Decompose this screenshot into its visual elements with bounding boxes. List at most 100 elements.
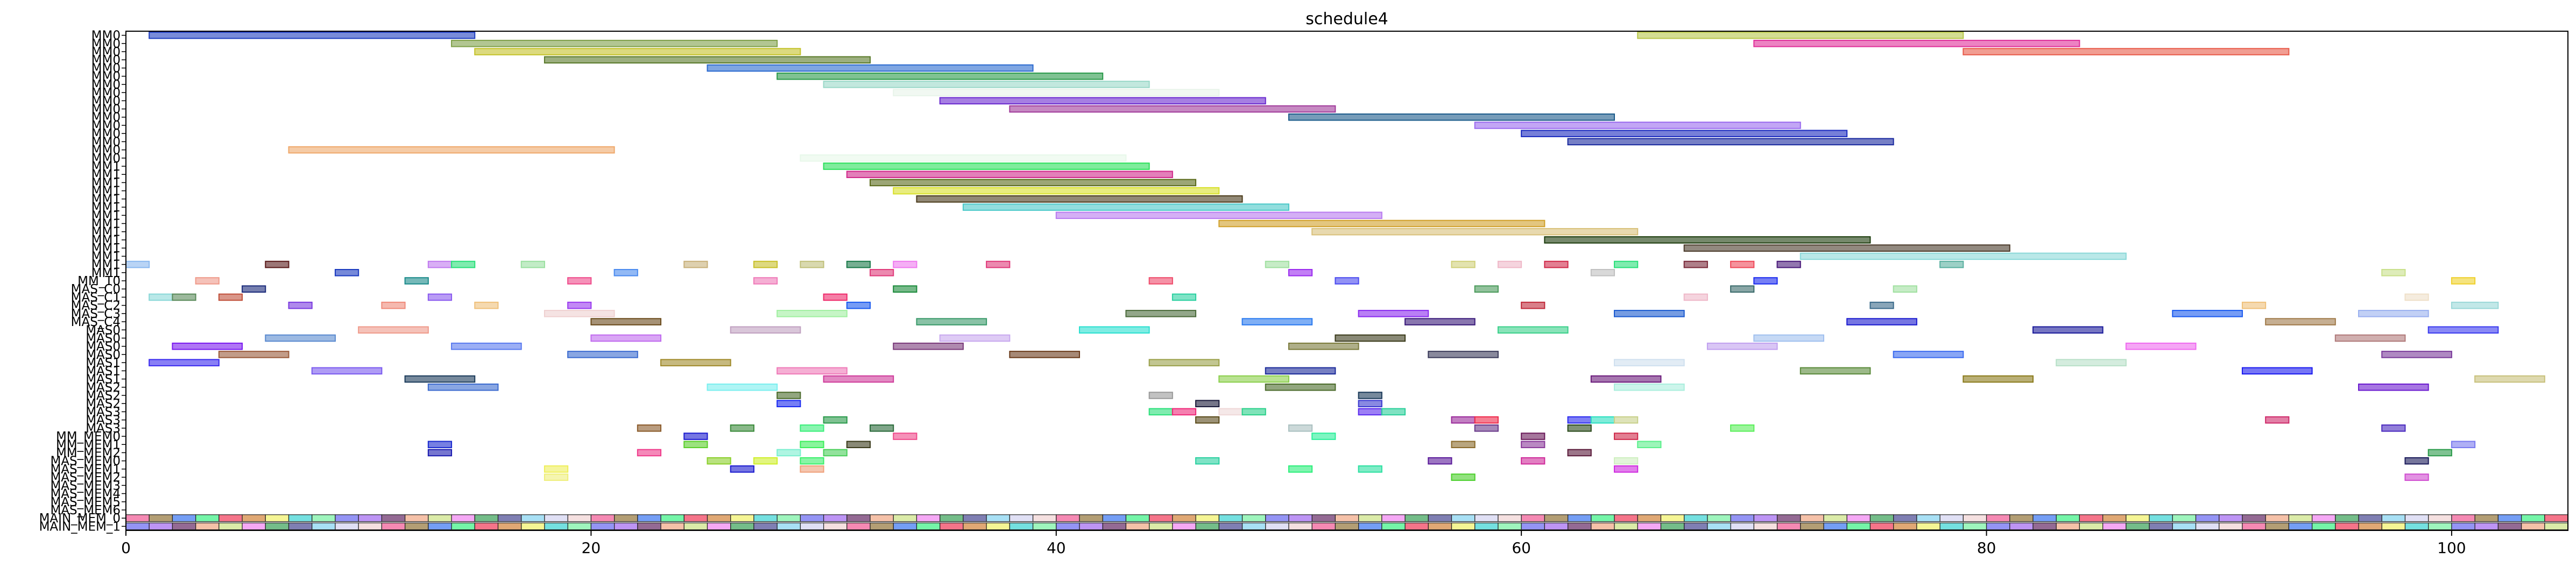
gantt-bar xyxy=(1288,342,1359,350)
gantt-bar xyxy=(777,72,1104,80)
memory-block-bar xyxy=(1869,514,1894,522)
gantt-bar xyxy=(1265,260,1289,268)
gantt-bar xyxy=(1451,441,1476,449)
memory-block-bar xyxy=(2335,522,2359,530)
gantt-bar xyxy=(1544,260,1569,268)
gantt-bar xyxy=(427,260,453,268)
memory-block-bar xyxy=(2079,522,2104,530)
y-tick-label: MAS1 xyxy=(86,364,121,378)
gantt-bar xyxy=(2381,269,2406,277)
gantt-bar xyxy=(753,260,778,268)
memory-block-bar xyxy=(1684,522,1708,530)
gantt-bar xyxy=(2474,375,2545,383)
gantt-bar xyxy=(1521,433,1545,440)
memory-block-bar xyxy=(1381,522,1406,530)
y-tick-label: MAS_C0 xyxy=(71,282,121,296)
memory-block-bar xyxy=(474,514,499,522)
gantt-bar xyxy=(1218,408,1243,416)
y-tick-label: MM0 xyxy=(91,61,121,75)
gantt-bar xyxy=(1335,334,1406,342)
gantt-bar xyxy=(1544,236,1871,244)
y-tick-label: MM1 xyxy=(91,242,121,256)
memory-block-bar xyxy=(2126,522,2150,530)
gantt-bar xyxy=(823,162,1150,170)
memory-block-bar xyxy=(683,514,708,522)
memory-block-bar xyxy=(1218,522,1243,530)
memory-block-bar xyxy=(1684,514,1708,522)
memory-block-bar xyxy=(218,514,243,522)
gantt-bar xyxy=(2381,351,2452,358)
y-tick-label: MM0 xyxy=(91,94,121,108)
y-tick-label: MM1 xyxy=(91,168,121,182)
y-tick-label: MM0 xyxy=(91,86,121,100)
gantt-bar xyxy=(753,277,778,285)
gantt-bar xyxy=(1171,408,1197,416)
memory-block-bar xyxy=(2009,514,2034,522)
memory-block-bar xyxy=(451,522,475,530)
y-tick-label: MAS_C1 xyxy=(71,290,121,304)
memory-block-bar xyxy=(1986,514,2010,522)
gantt-bar xyxy=(1753,334,1824,342)
gantt-bar xyxy=(1451,473,1476,481)
memory-block-bar xyxy=(1567,514,1592,522)
memory-block-bar xyxy=(613,522,638,530)
gantt-bar xyxy=(986,260,1011,268)
gantt-bar xyxy=(939,97,1266,105)
memory-block-bar xyxy=(1451,522,1476,530)
gantt-bar xyxy=(870,424,894,432)
gantt-bar xyxy=(1730,285,1755,293)
memory-block-bar xyxy=(265,514,290,522)
memory-block-bar xyxy=(149,514,173,522)
gantt-bar xyxy=(149,31,476,39)
memory-block-bar xyxy=(242,522,266,530)
y-tick-label: MM0 xyxy=(91,70,121,84)
gantt-bar xyxy=(1637,31,1964,39)
y-tick-label: MM1 xyxy=(91,266,121,280)
y-tick-label: MAS_MEM1 xyxy=(50,463,121,477)
memory-block-bar xyxy=(1125,522,1150,530)
x-tick-label: 0 xyxy=(121,539,131,557)
y-tick-label: MM1 xyxy=(91,209,121,223)
memory-block-bar xyxy=(1218,514,1243,522)
memory-block-bar xyxy=(1939,522,1964,530)
y-tick-label: MAS1 xyxy=(86,356,121,370)
gantt-bar xyxy=(2358,310,2429,317)
memory-block-bar xyxy=(1358,522,1382,530)
memory-block-bar xyxy=(613,514,638,522)
y-tick-label: MM1 xyxy=(91,217,121,231)
y-tick-label: MAS_MEM0 xyxy=(50,455,121,469)
memory-block-bar xyxy=(521,522,545,530)
memory-block-bar xyxy=(1009,514,1034,522)
gantt-bar xyxy=(777,367,848,375)
gantt-bar xyxy=(1590,375,1662,383)
gantt-bar xyxy=(1614,260,1639,268)
memory-block-bar xyxy=(288,514,313,522)
x-tick-label: 40 xyxy=(1047,539,1066,557)
memory-block-bar xyxy=(1311,514,1336,522)
gantt-bar xyxy=(474,48,801,55)
memory-block-bar xyxy=(823,514,848,522)
memory-block-bar xyxy=(2521,514,2545,522)
gantt-bar xyxy=(683,441,708,449)
memory-block-bar xyxy=(2149,514,2173,522)
gantt-bar xyxy=(1614,416,1639,424)
y-tick-label: MAS_MEM4 xyxy=(50,487,121,501)
memory-block-bar xyxy=(1544,522,1569,530)
memory-block-bar xyxy=(125,522,150,530)
gantt-bar xyxy=(2241,301,2267,309)
gantt-bar xyxy=(962,203,1289,211)
gantt-bar xyxy=(800,260,824,268)
gantt-bar xyxy=(427,383,499,391)
gantt-bar xyxy=(1474,285,1499,293)
memory-block-bar xyxy=(2497,522,2522,530)
gantt-bar xyxy=(777,310,848,317)
memory-block-bar xyxy=(590,514,615,522)
memory-block-bar xyxy=(2451,514,2475,522)
gantt-bar xyxy=(1288,269,1313,277)
memory-block-bar xyxy=(2451,522,2475,530)
y-tick-label: MAS_MEM3 xyxy=(50,479,121,493)
y-axis: MM0MM0MM0MM0MM0MM0MM0MM0MM0MM0MM0MM0MM0M… xyxy=(39,29,126,534)
memory-block-bar xyxy=(1474,522,1499,530)
gantt-bar xyxy=(823,416,848,424)
gantt-bar xyxy=(1055,211,1382,219)
